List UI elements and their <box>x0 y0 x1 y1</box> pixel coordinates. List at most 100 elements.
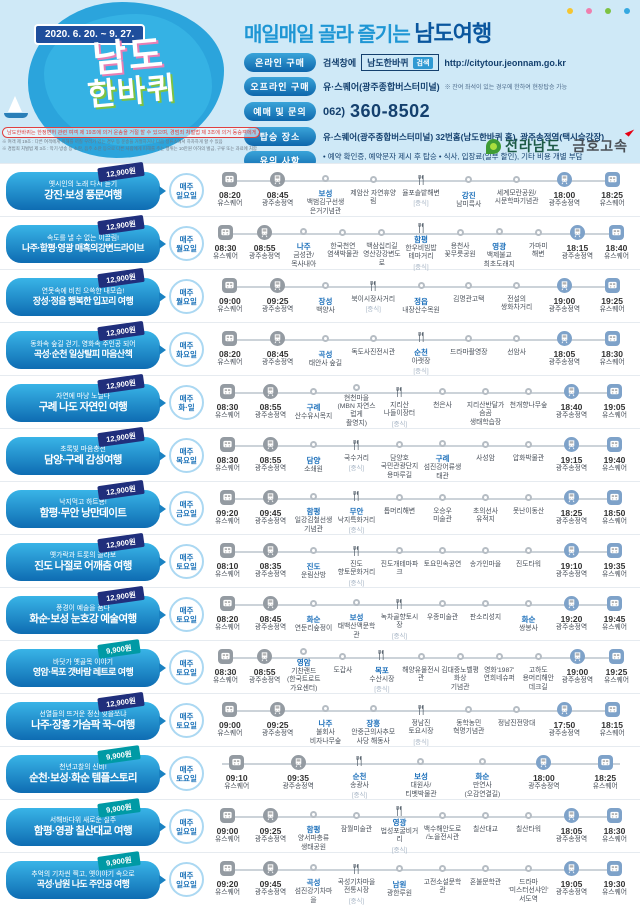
timeline-stop: 18:50 유스퀘어 <box>593 487 636 534</box>
stop-node <box>482 805 489 826</box>
stop-node <box>525 858 532 879</box>
tour-title-bubble: 옛가락과 트롯의 콜라보 진도 나절로 어깨춤 여행 <box>6 543 166 581</box>
tour-subtitle: 속도를 낼 수 없는 이끌림! <box>47 234 119 242</box>
timeline-stop: 가마미 해변 <box>519 222 558 269</box>
tour-row: 바닷가 옛골목 이야기 영암·목포 갯바람 레트로 여행 9,900원 매주 토요일 08… <box>0 639 640 693</box>
meal-icon <box>416 222 427 234</box>
stop-node <box>607 540 622 561</box>
tour-title: 담양·구례 감성여행 <box>44 453 122 466</box>
timeline-stop: 순천 아랫장 [중식] <box>397 328 445 375</box>
timeline-stop: 오승우 미술관 <box>421 487 464 534</box>
stop-name: 광주송정역 <box>548 730 580 737</box>
day-badge-weekly: 매주 <box>179 181 194 191</box>
stop-name: 유스퀘어 <box>601 889 627 896</box>
stop-name: 유스퀘어 <box>217 200 243 207</box>
train-icon <box>564 490 579 505</box>
timeline-stop: 진도 운림산방 <box>292 540 335 587</box>
tour-row: 낙지먹고 하트뿅! 함평·무안 낭만데이트 12,900원 매주 금요일 09:20 유스퀘… <box>0 479 640 534</box>
bus-icon <box>607 861 622 876</box>
stop-name: 한국천연 염색박물관 <box>327 243 359 259</box>
timeline-line <box>222 816 620 818</box>
day-badge-day: 토요일 <box>176 614 197 624</box>
stop-name: 영화'1987' 연희네슈퍼 <box>483 667 515 683</box>
stop-name: 광주송정역 <box>282 783 314 790</box>
tour-row: 속도를 낼 수 없는 이끌림! 나주·함평·영광 매혹의강변드라이브 12,900원… <box>0 214 640 271</box>
tour-info: 천년고찰의 신비! 순천·보성·화순 템플스토리 9,900원 매주 토요일 <box>6 745 206 799</box>
stop-node <box>495 646 503 667</box>
stop-name: 광주송정역 <box>254 412 287 419</box>
stop-node <box>417 275 425 296</box>
tour-timeline: 09:00 유스퀘어 09:25 광주송정역 함평 양서파충류 생태공원 잠월미술관 영광 법성… <box>206 800 636 854</box>
stop-name: 김명관고택 <box>453 296 485 303</box>
meal-tag: [중식] <box>348 897 365 905</box>
tour-info: 속도를 낼 수 없는 이끌림! 나주·함평·영광 매혹의강변드라이브 12,900원… <box>6 214 206 269</box>
tour-title-bubble: 천년고찰의 신비! 순천·보성·화순 템플스토리 <box>6 755 166 793</box>
bus-icon <box>608 225 624 240</box>
stop-name: 백수해안도로 /노을전시관 <box>423 826 462 842</box>
timeline-stops: 09:00 유스퀘어 09:25 광주송정역 장성 백양사 북이시장사거리 [중식] 정읍 내장산… <box>206 275 636 322</box>
tour-subtitle: 동화속 숲길 걷기, 영화속 주인공 되어 <box>30 340 136 348</box>
stop-time: 09:00 <box>219 296 241 306</box>
stop-name: 내장산수목원 <box>402 307 440 314</box>
stop-node <box>394 593 405 614</box>
stop-name: 정남진 토요시장 <box>408 720 434 736</box>
stop-node <box>369 699 377 718</box>
stop-name: 광주송정역 <box>249 677 281 684</box>
day-badge: 매주 일요일 <box>169 862 204 897</box>
train-icon <box>569 225 585 240</box>
stop-name: 드라마촬영장 <box>450 349 488 356</box>
stop-name: 만연사 (오감연결길) <box>464 782 501 798</box>
day-badge-day: 화요일 <box>176 349 197 359</box>
meal-icon <box>376 649 387 661</box>
stop-node <box>270 699 286 720</box>
stop-node <box>220 540 235 561</box>
stop-time: 08:30 <box>216 455 239 465</box>
tour-title: 나주·장흥 가슴팍 꾹~여행 <box>31 718 135 731</box>
stop-name: 유스퀘어 <box>214 836 240 843</box>
stop-time: 18:15 <box>566 243 589 253</box>
stop-time: 09:10 <box>225 773 248 783</box>
brand-logos: 전라남도 금호고속 <box>485 126 635 156</box>
tour-info: 옛시인의 노래 다시 듣기 강진·보성 풍문여행 12,900원 매주 일요일 <box>6 161 206 216</box>
stop-node <box>439 540 446 561</box>
stop-dot-icon <box>369 705 377 713</box>
bus-icon <box>604 702 620 717</box>
stop-name: 유스퀘어 <box>214 624 240 631</box>
tour-timeline: 09:00 유스퀘어 09:25 광주송정역 장성 백양사 북이시장사거리 [중식] 정읍 내장산… <box>206 270 636 322</box>
day-badge-day: 금요일 <box>176 508 197 518</box>
stop-name: 유스퀘어 <box>217 359 243 366</box>
day-badge-day: 화·일 <box>178 402 195 412</box>
stop-name: 유스퀘어 <box>217 730 243 737</box>
stop-time: 19:10 <box>560 561 583 571</box>
stop-name: 광주송정역 <box>254 465 287 472</box>
timeline-stop: 고하도 용머리해안 데크길 <box>519 646 558 693</box>
stop-node <box>482 540 489 561</box>
stop-name: 법성포굴비거리 <box>380 828 419 844</box>
offline-place: 유·스퀘어(광주종합버스터미널) <box>323 82 440 92</box>
tour-title-bubble: 바닷가 옛골목 이야기 영암·목포 갯바람 레트로 여행 <box>6 649 166 687</box>
stop-name: 한우비빔밥 테마거리 <box>405 245 437 261</box>
timeline-stops: 09:10 유스퀘어 09:35 광주송정역 순천 송광사 [중식] 보성 대원사/ 티벳박물관… <box>206 752 636 799</box>
stop-node <box>465 169 473 190</box>
stop-name: 고전소설문학관 <box>423 879 462 895</box>
day-badge-day: 목요일 <box>176 455 197 465</box>
stop-name: 국수거리 <box>343 455 369 462</box>
tour-info: 낙지먹고 하트뿅! 함평·무안 낭만데이트 12,900원 매주 금요일 <box>6 479 206 534</box>
timeline-stop: 영광 백제불교 최초도래지 <box>480 222 519 269</box>
stop-name: 고하도 용머리해안 데크길 <box>522 667 554 691</box>
stop-dot-icon <box>378 229 386 236</box>
timeline-stop: 제암산 자연휴양림 <box>349 169 397 216</box>
stop-name: 광주송정역 <box>555 836 588 843</box>
timeline-stops: 08:20 유스퀘어 08:45 광주송정역 보성 백범김구선생 은거기념관 제암산 자연휴… <box>206 169 636 216</box>
stop-time: 19:35 <box>603 561 626 571</box>
stop-node <box>482 487 489 508</box>
stop-name: 광주송정역 <box>555 624 588 631</box>
bus-icon <box>597 755 613 770</box>
stop-node <box>465 699 473 720</box>
stop-time: 09:00 <box>219 720 241 730</box>
stop-name: 백삼십리길 영산강강변도로 <box>363 243 401 267</box>
stop-dot-icon <box>482 600 489 607</box>
stop-node <box>495 222 503 241</box>
stop-node <box>270 328 286 349</box>
stop-dot-icon <box>417 758 425 766</box>
